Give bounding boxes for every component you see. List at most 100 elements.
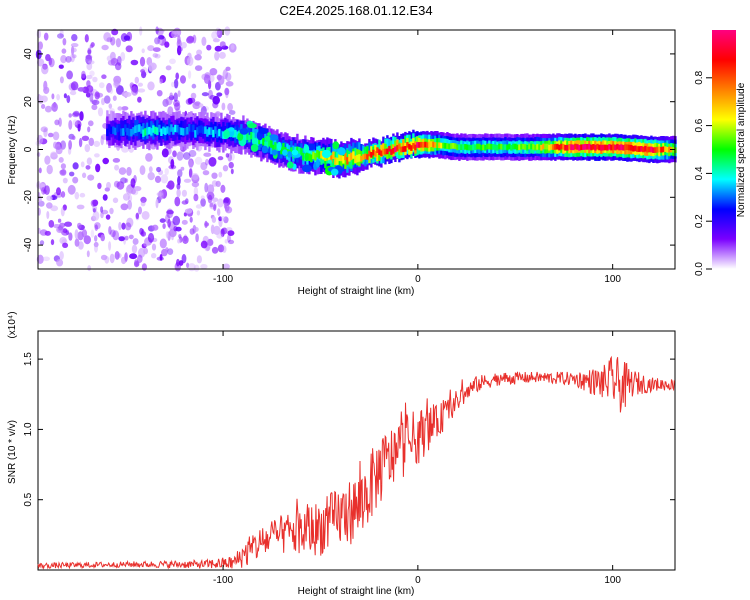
- spectrogram-signal-cell: [174, 124, 177, 133]
- spectrogram-signal-cell: [286, 161, 294, 169]
- spectrogram-noise-cell: [86, 250, 90, 258]
- spectrogram-noise-cell: [58, 225, 64, 231]
- spectrogram-signal-cell: [214, 126, 217, 134]
- spectrogram-noise-cell: [178, 47, 183, 52]
- colorbar-tick-label: 0.2: [694, 214, 705, 228]
- spectrogram-noise-cell: [141, 263, 147, 271]
- spectrogram-signal-cell: [114, 127, 117, 136]
- spectrogram-noise-cell: [42, 189, 47, 194]
- spectrogram-noise-cell: [104, 187, 111, 192]
- spectrogram-signal-cell: [506, 144, 509, 151]
- spectrogram-noise-cell: [102, 194, 108, 201]
- spectrogram-noise-cell: [159, 238, 167, 249]
- spectrogram-signal-cell: [274, 142, 277, 150]
- spectrogram-noise-cell: [159, 218, 166, 223]
- spectrogram-signal-cell: [534, 144, 537, 151]
- spectrogram-noise-cell: [72, 119, 78, 126]
- spectrogram-signal-cell: [268, 139, 271, 147]
- spectrogram-signal-cell: [470, 144, 473, 151]
- spectrogram-noise-cell: [211, 246, 219, 254]
- spectrogram-signal-cell: [320, 151, 323, 159]
- spectrogram-signal-cell: [564, 144, 567, 151]
- spectrogram-noise-cell: [200, 198, 206, 207]
- spectrogram-signal-cell: [644, 145, 647, 152]
- spectrogram-noise-cell: [220, 216, 226, 221]
- spectrogram-signal-cell: [118, 124, 121, 141]
- spectrogram-noise-cell: [227, 239, 235, 245]
- spectrogram-noise-cell: [213, 204, 217, 211]
- spectrogram-noise-cell: [211, 216, 217, 223]
- spectrogram-noise-cell: [94, 243, 98, 253]
- spectrogram-signal-cell: [148, 126, 151, 135]
- spectrogram-noise-cell: [108, 241, 112, 251]
- spectrogram-signal-cell: [296, 146, 299, 154]
- spectrogram-signal-cell: [388, 145, 391, 159]
- snr-y-ticks: 0.5 1.0 1.5: [23, 352, 675, 507]
- spectrogram-noise-cell: [143, 247, 149, 255]
- spectrogram-noise-cell: [82, 172, 87, 179]
- spectrogram-signal-cell: [172, 127, 175, 135]
- spectrogram-noise-cell: [171, 81, 175, 88]
- spectrogram-signal-cell: [640, 146, 643, 152]
- spectrogram-noise-cell: [52, 131, 60, 141]
- spectrogram-noise-cell: [180, 75, 186, 84]
- spectrogram-signal-cell: [480, 144, 483, 151]
- spectrogram-signal-cell: [330, 155, 333, 163]
- spectrogram-noise-cell: [147, 232, 155, 243]
- spectrogram-noise-cell: [223, 216, 229, 224]
- spectrogram-noise-cell: [171, 231, 174, 241]
- spectrogram-signal-cell: [364, 153, 367, 160]
- snr-x-tick-label: -100: [213, 575, 233, 586]
- spectrogram-signal-cell: [156, 127, 159, 135]
- spectrogram-noise-cell: [54, 119, 60, 126]
- spectrogram-signal-cell: [578, 145, 581, 151]
- spectrogram-noise-cell: [87, 126, 91, 133]
- spectrogram-signal-cell: [522, 143, 525, 150]
- spectrogram-noise-cell: [109, 253, 115, 264]
- spectrogram-signal-cell: [386, 148, 389, 155]
- spectrogram-signal-cell: [650, 146, 653, 153]
- spectrogram-noise-cell: [97, 182, 102, 190]
- spectrogram-noise-cell: [129, 253, 138, 260]
- spectrogram-noise-cell: [44, 230, 51, 236]
- spectrogram-signal-cell: [250, 131, 253, 140]
- spectrogram-noise-cell: [94, 235, 98, 242]
- spectrogram-signal-cell: [508, 143, 511, 150]
- spectrogram-noise-cell: [87, 47, 92, 56]
- spectrogram-noise-cell: [59, 251, 64, 260]
- spectrogram-noise-cell: [73, 110, 80, 117]
- spectrogram-noise-cell: [188, 149, 197, 158]
- spectrogram-signal-cell: [460, 144, 463, 150]
- spectrogram-noise-cell: [116, 85, 124, 95]
- spectrogram-noise-cell: [48, 57, 52, 66]
- spectrogram-signal-cell: [198, 125, 201, 134]
- spectrogram-noise-cell: [206, 191, 215, 200]
- spectrogram-signal-cell: [654, 147, 657, 153]
- spectrogram-signal-cell: [636, 146, 639, 152]
- spectrogram-noise-cell: [50, 151, 58, 158]
- spectrogram-noise-cell: [212, 197, 219, 203]
- spectrogram-noise-cell: [217, 198, 224, 208]
- spectrogram-noise-cell: [201, 92, 209, 97]
- spectrogram-signal-cell: [302, 164, 312, 173]
- spectrogram-noise-cell: [36, 152, 41, 157]
- spectrogram-noise-cell: [57, 218, 62, 223]
- spectrogram-noise-cell: [71, 135, 76, 140]
- spectrogram-noise-cell: [143, 241, 149, 247]
- spectrogram-signal-cell: [344, 152, 347, 161]
- spectrogram-signal-cell: [350, 152, 353, 161]
- spectrogram-noise-cell: [71, 45, 75, 56]
- spectrogram-noise-cell: [68, 232, 73, 241]
- spectrogram-noise-cell: [56, 259, 64, 267]
- spectrogram-signal-cell: [336, 157, 339, 166]
- spectrogram-noise-cell: [124, 235, 129, 241]
- spectrogram-noise-cell: [106, 181, 111, 190]
- spectrogram-signal-cell: [223, 129, 230, 139]
- spectrogram-signal-cell: [668, 146, 671, 153]
- spectrogram-noise-cell: [141, 48, 145, 54]
- spectrogram-noise-cell: [100, 234, 105, 242]
- spectrogram-signal-cell: [414, 144, 417, 151]
- spectrogram-noise-cell: [132, 238, 139, 245]
- spectrogram-noise-cell: [217, 208, 221, 216]
- spectrogram-signal-cell: [426, 142, 429, 148]
